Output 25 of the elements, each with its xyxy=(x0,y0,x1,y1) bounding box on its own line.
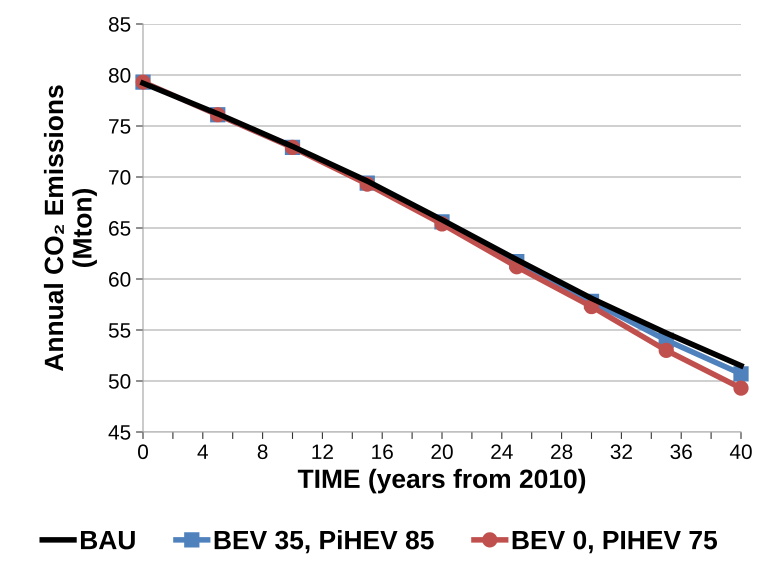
y-tick-label: 85 xyxy=(108,17,130,32)
y-tick-label: 55 xyxy=(108,323,130,338)
x-tick-label: 28 xyxy=(551,444,572,460)
x-tick-label: 12 xyxy=(312,444,333,459)
y-tick-label: 80 xyxy=(108,68,130,83)
y-tick-label: 70 xyxy=(109,170,130,185)
legend-label: BAU xyxy=(80,530,135,550)
y-tick-label: 65 xyxy=(109,221,130,236)
y-axis-title: Annual CO₂ Emissions (Mton) xyxy=(44,85,97,372)
legend-label: BEV 35, PiHEV 85 xyxy=(214,530,434,554)
x-axis-title: TIME (years from 2010) xyxy=(298,468,586,494)
y-tick-label: 60 xyxy=(109,272,130,287)
x-tick-label: 20 xyxy=(431,444,453,460)
x-tick-label: 40 xyxy=(730,444,752,460)
legend-label: BEV 0, PIHEV 75 xyxy=(512,530,717,554)
x-tick-label: 0 xyxy=(138,444,148,460)
x-tick-label: 24 xyxy=(491,444,513,459)
x-tick-label: 16 xyxy=(372,444,393,460)
x-tick-label: 4 xyxy=(197,444,208,459)
y-tick-label: 75 xyxy=(109,119,130,134)
y-tick-label: 50 xyxy=(108,374,130,389)
x-tick-label: 32 xyxy=(610,444,632,460)
y-tick-label: 45 xyxy=(108,425,130,440)
x-tick-label: 8 xyxy=(258,444,268,460)
x-tick-label: 36 xyxy=(670,444,692,460)
